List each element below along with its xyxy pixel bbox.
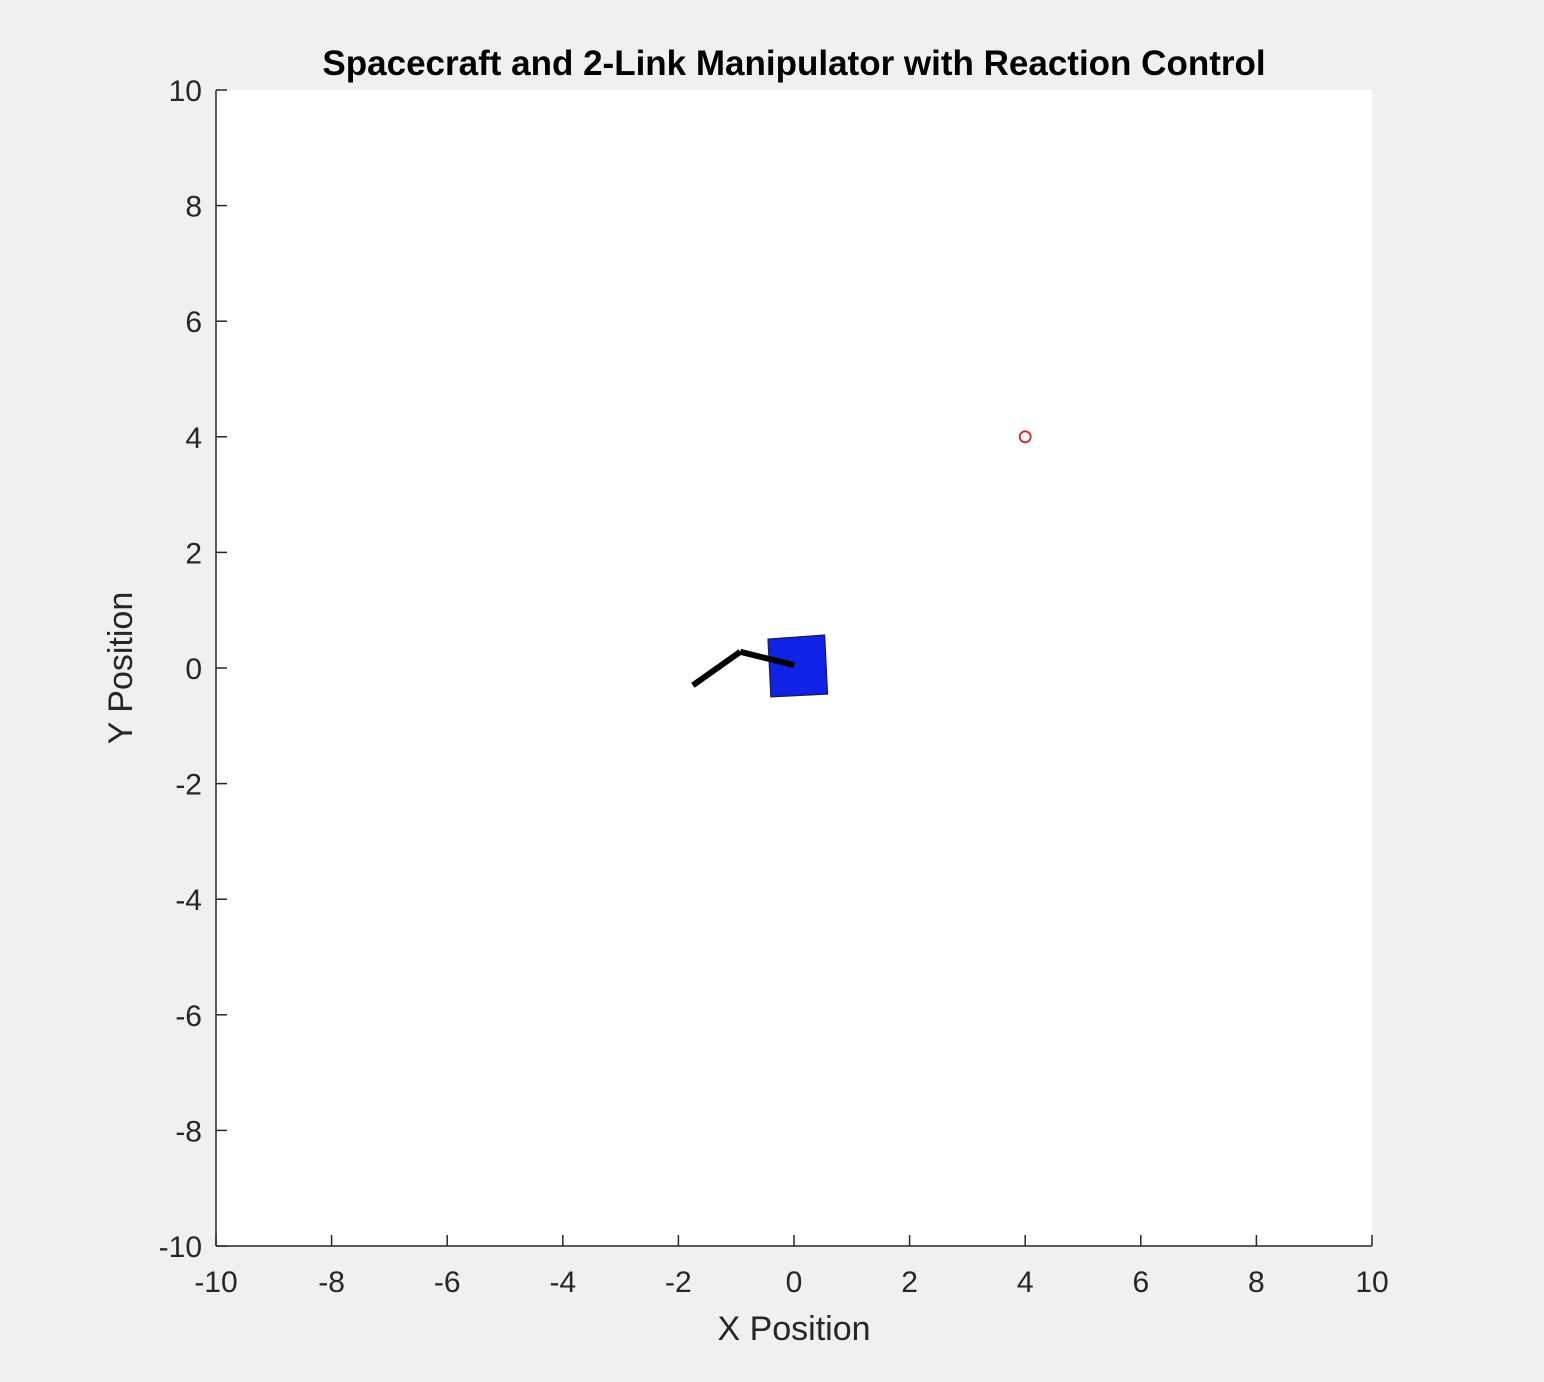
y-tick-label: 2 xyxy=(185,537,202,570)
x-tick-label: 10 xyxy=(1355,1266,1388,1299)
y-tick-label: 0 xyxy=(185,653,202,686)
x-tick-label: 0 xyxy=(786,1266,803,1299)
x-tick-label: -6 xyxy=(434,1266,461,1299)
y-ticks: -10 -8 -6 -4 -2 0 2 4 6 8 10 xyxy=(159,75,227,1264)
x-tick-label: 2 xyxy=(901,1266,918,1299)
manipulator-link-2 xyxy=(691,649,742,688)
y-tick-label: -4 xyxy=(175,884,202,917)
manipulator-link-1 xyxy=(739,648,795,669)
y-tick-label: -8 xyxy=(175,1115,202,1148)
y-tick-label: 6 xyxy=(185,306,202,339)
chart-title: Spacecraft and 2-Link Manipulator with R… xyxy=(322,44,1265,83)
y-tick-label: 8 xyxy=(185,191,202,224)
x-tick-label: -10 xyxy=(194,1266,237,1299)
y-tick-label: 4 xyxy=(185,422,202,455)
spacecraft-body xyxy=(767,634,829,698)
x-tick-label: 8 xyxy=(1248,1266,1265,1299)
y-axis-title: Y Position xyxy=(102,592,140,744)
x-ticks: -10 -8 -6 -4 -2 0 2 4 6 8 10 xyxy=(194,1235,1389,1299)
x-axis-title: X Position xyxy=(717,1310,870,1348)
y-tick-label: -10 xyxy=(159,1231,202,1264)
x-tick-label: -8 xyxy=(318,1266,345,1299)
y-tick-label: -6 xyxy=(175,1000,202,1033)
data-layer xyxy=(691,430,1032,698)
x-tick-label: 6 xyxy=(1132,1266,1149,1299)
x-tick-label: 4 xyxy=(1017,1266,1034,1299)
y-tick-label: 10 xyxy=(169,75,202,108)
x-tick-label: -2 xyxy=(665,1266,692,1299)
x-tick-label: -4 xyxy=(549,1266,576,1299)
y-tick-label: -2 xyxy=(175,769,202,802)
target-marker xyxy=(1018,430,1032,444)
